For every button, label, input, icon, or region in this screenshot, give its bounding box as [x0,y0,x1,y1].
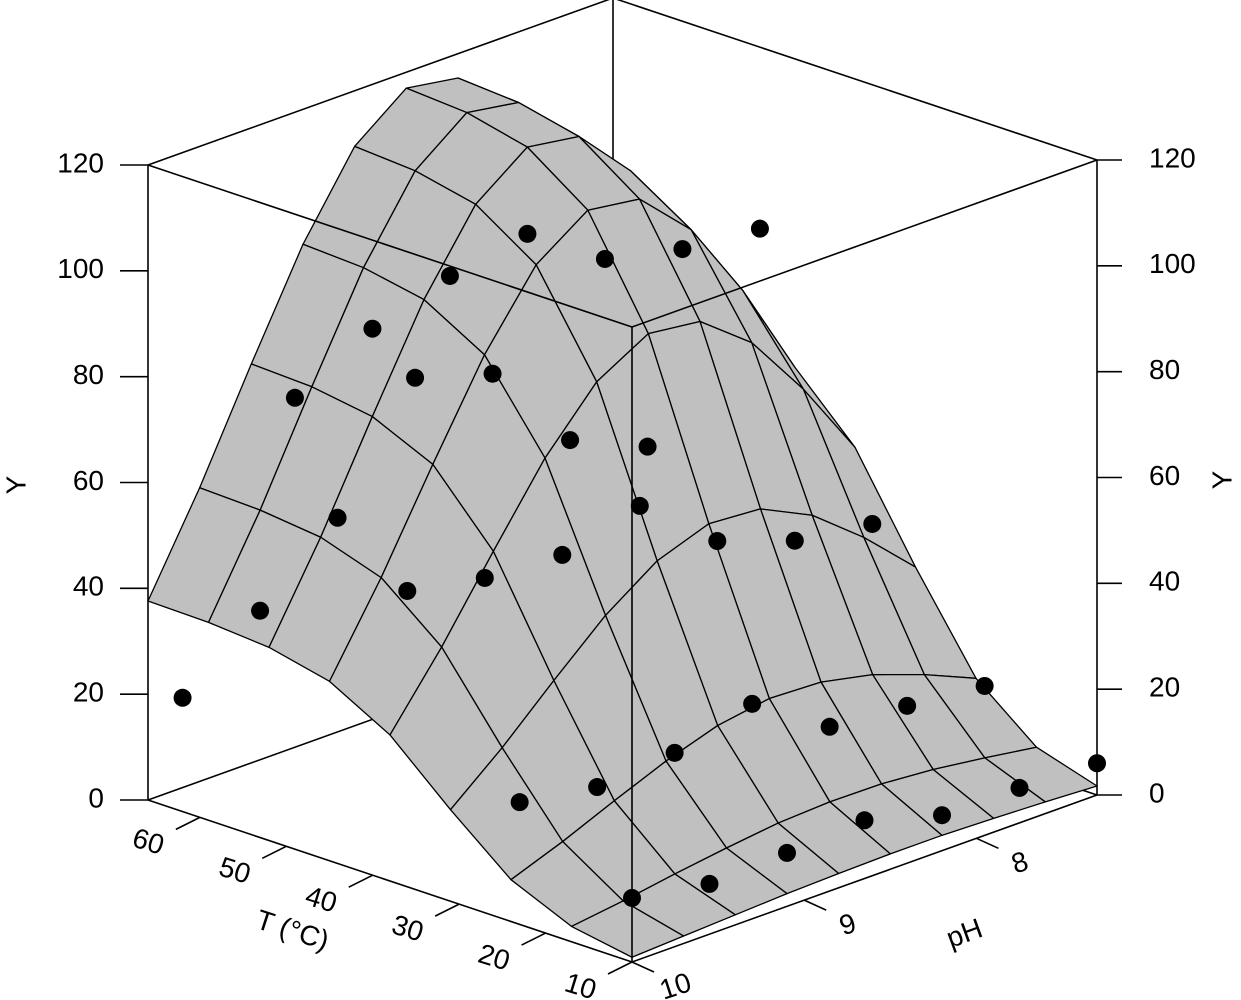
data-point [638,437,657,456]
data-point [398,581,417,600]
box-edge [631,794,1098,963]
box-edge [147,799,633,963]
data-point [665,743,684,762]
data-point [673,240,692,259]
data-point [623,888,641,907]
data-point [406,368,425,387]
z-tick-label: 0 [1149,777,1165,808]
y-tick-label: 20 [475,938,514,977]
data-point [933,806,951,825]
data-point [553,545,572,564]
z-axis-label-left: Y [0,475,31,494]
x-tick [976,837,999,850]
z-tick-label: 20 [1149,672,1180,703]
z-axis-label-right: Y [1206,470,1237,489]
z-tick-label: 20 [73,677,104,708]
y-tick [175,816,201,831]
y-tick-label: 10 [561,967,600,1000]
z-tick-label: 100 [57,253,104,284]
x-tick [803,899,827,911]
x-tick-label: 10 [656,966,695,1000]
box-edge-front [147,164,633,328]
data-point [173,688,192,707]
box-edge [147,0,610,166]
data-point [1088,754,1106,773]
data-point [630,496,649,515]
z-tick-label: 60 [73,465,104,496]
y-tick [348,874,374,888]
y-tick [434,903,460,917]
data-point [863,514,882,533]
data-point [855,811,874,830]
y-tick-label: 60 [129,822,168,861]
data-point [518,224,537,243]
data-point [778,843,796,862]
data-point [785,531,804,550]
z-tick-label: 120 [57,147,104,178]
data-point [561,431,580,450]
data-point [483,364,502,383]
data-point [475,568,494,587]
z-tick-label: 120 [1149,142,1196,173]
x-tick [631,961,655,973]
z-tick-label: 0 [88,782,104,813]
z-tick-label: 40 [73,571,104,602]
y-tick [607,961,633,975]
x-tick-label: 8 [1008,845,1032,879]
data-point [1010,778,1029,797]
y-tick-label: 30 [388,909,427,948]
x-tick-label: 9 [835,907,859,941]
z-tick-label: 40 [1149,566,1180,597]
data-point [700,874,719,893]
data-point [975,676,994,695]
y-tick-label: 40 [302,880,341,919]
z-tick-label: 80 [73,359,104,390]
y-tick-label: 50 [215,851,254,890]
data-point [820,717,839,736]
data-point [363,319,382,338]
y-tick [521,932,546,946]
data-point [750,219,769,238]
data-point [440,266,459,285]
data-point [743,694,762,713]
box-edge [616,0,1098,161]
z-tick-label: 60 [1149,460,1180,491]
data-point [285,388,304,407]
z-tick-label: 80 [1149,354,1180,385]
data-point [595,249,614,268]
z-tick-label: 100 [1149,248,1196,279]
data-point [898,696,917,715]
surface-cell [570,900,685,958]
data-point [588,778,607,797]
data-point [251,601,270,620]
data-point [328,508,347,527]
data-point [510,793,529,812]
x-axis-label: pH [942,912,986,953]
data-point [708,532,727,551]
y-tick [261,845,287,860]
box-edge-front [631,159,1098,328]
